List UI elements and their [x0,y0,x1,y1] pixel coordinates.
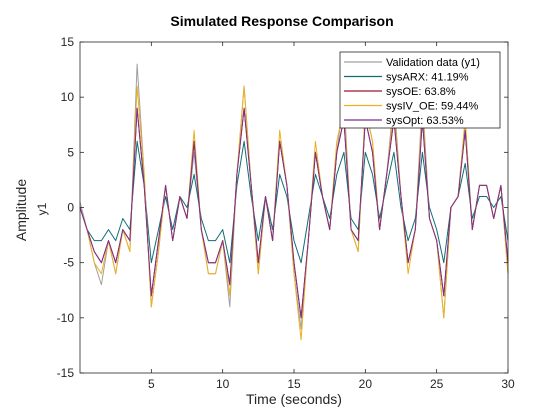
x-tick-label: 10 [216,377,230,391]
legend-label-1: sysARX: 41.19% [386,72,469,84]
y-tick-label: 0 [67,201,74,215]
legend-box [339,51,501,129]
y-tick-label: -10 [57,311,75,325]
series-layer [79,63,509,341]
output-channel-label: y1 [35,202,49,215]
legend-label-4: sysOpt: 63.53% [386,115,464,127]
legend-label-2: sysOE: 63.8% [386,86,456,98]
legend-entries: Validation data (y1) sysARX: 41.19% sysOE:… [344,57,480,127]
x-tick-label: 30 [501,377,515,391]
series-line-4 [79,107,509,319]
x-tick-label: 15 [287,377,301,391]
legend-label-3: sysIV_OE: 59.44% [386,101,479,113]
y-tick-label: -5 [63,256,74,270]
x-axis-label: Time (seconds) [246,391,342,407]
chart-title: Simulated Response Comparison [170,13,393,29]
series-line-1 [79,140,509,264]
x-tick-label: 25 [430,377,444,391]
y-tick-label: 15 [61,35,75,49]
x-tick-label: 20 [359,377,373,391]
y-tick-label: 10 [61,90,75,104]
x-tick-label: 5 [148,377,155,391]
y-axis-label: Amplitude [13,179,29,241]
tick-layer: 5 10 15 20 25 30 -15 -10 -5 0 5 10 15 [57,35,515,391]
y-tick-label: -15 [57,366,75,380]
legend: Validation data (y1) sysARX: 41.19% sysOE:… [339,51,501,129]
y-tick-label: 5 [67,145,74,159]
legend-label-0: Validation data (y1) [386,57,480,69]
